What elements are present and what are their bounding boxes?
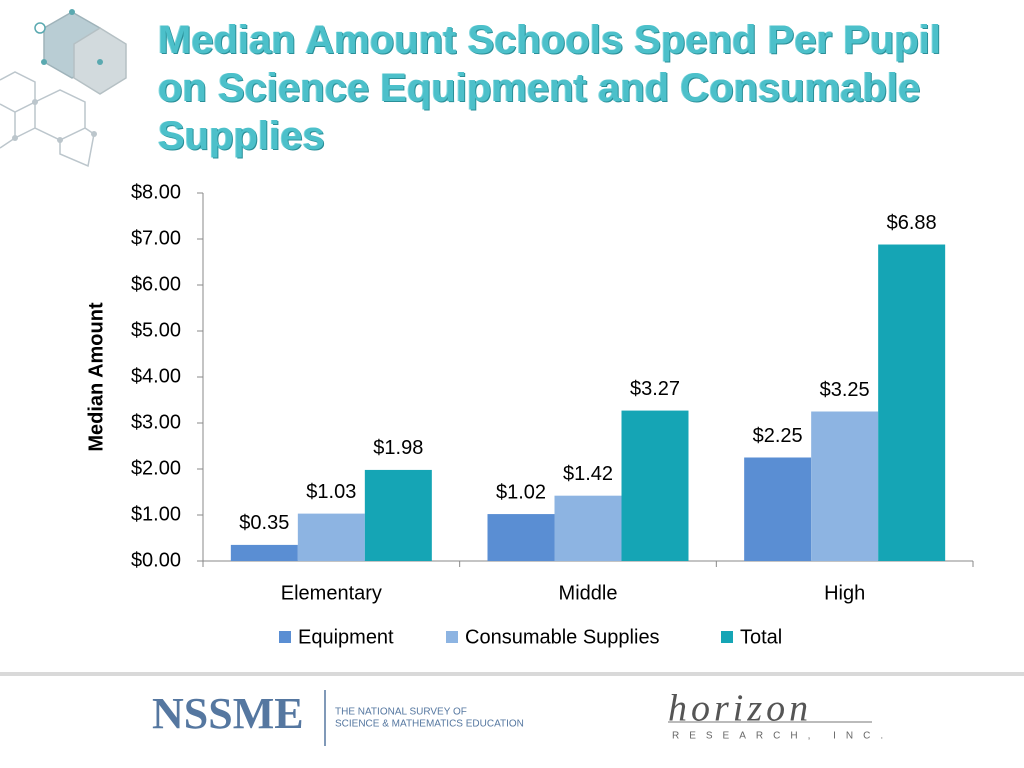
y-axis-title: Median Amount xyxy=(85,302,107,452)
legend-label: Total xyxy=(740,626,782,648)
chart-title: Median Amount Schools Spend Per Pupil on… xyxy=(158,18,942,158)
partner-logo: horizon xyxy=(668,688,812,730)
legend-label: Equipment xyxy=(298,626,394,648)
y-tick-label: $2.00 xyxy=(131,457,181,479)
y-tick-label: $7.00 xyxy=(131,227,181,249)
bar xyxy=(744,457,812,561)
partner-sub: RESEARCH, INC. xyxy=(672,731,893,742)
bar xyxy=(554,495,622,561)
bar xyxy=(230,544,298,561)
legend-label: Consumable Supplies xyxy=(465,626,660,648)
y-tick-label: $0.00 xyxy=(131,549,181,571)
footer-rule xyxy=(0,672,1024,676)
y-tick-label: $1.00 xyxy=(131,503,181,525)
legend-swatch xyxy=(279,631,291,643)
bar xyxy=(878,244,946,561)
value-label: $1.02 xyxy=(496,481,546,503)
legend-swatch xyxy=(721,631,733,643)
value-label: $1.98 xyxy=(373,437,423,459)
bar xyxy=(364,469,432,561)
value-label: $1.42 xyxy=(563,463,613,485)
y-tick-label: $3.00 xyxy=(131,411,181,433)
x-tick-label: Middle xyxy=(559,582,618,604)
bar xyxy=(297,513,365,561)
y-tick-label: $8.00 xyxy=(131,181,181,203)
y-tick-label: $4.00 xyxy=(131,365,181,387)
y-tick-label: $5.00 xyxy=(131,319,181,341)
bar xyxy=(487,514,555,561)
value-label: $0.35 xyxy=(239,512,289,534)
value-label: $6.88 xyxy=(887,212,937,234)
hex-decoration xyxy=(0,9,127,168)
legend-swatch xyxy=(446,631,458,643)
footer-survey: SCIENCE & MATHEMATICS EDUCATION xyxy=(335,719,524,730)
y-tick-label: $6.00 xyxy=(131,273,181,295)
x-tick-label: High xyxy=(824,582,865,604)
value-label: $3.27 xyxy=(630,378,680,400)
bar xyxy=(811,411,879,561)
value-label: $1.03 xyxy=(306,481,356,503)
x-tick-label: Elementary xyxy=(281,582,382,604)
value-label: $3.25 xyxy=(820,379,870,401)
footer-logo: NSSME xyxy=(152,689,304,738)
footer-survey: THE NATIONAL SURVEY OF xyxy=(335,707,467,718)
bar xyxy=(621,410,689,561)
value-label: $2.25 xyxy=(753,425,803,447)
